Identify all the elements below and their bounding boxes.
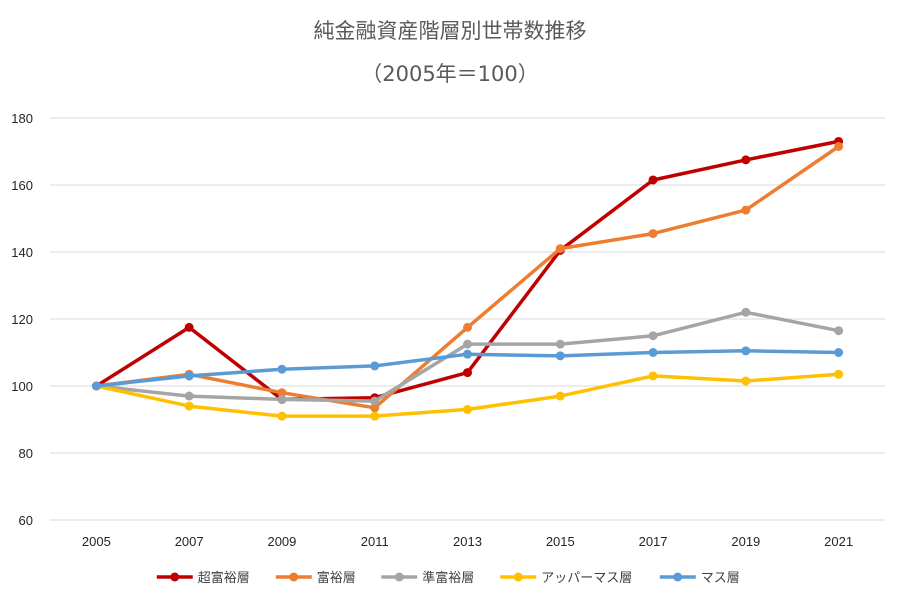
y-tick-label: 100 <box>11 379 33 394</box>
x-tick-label: 2005 <box>82 534 111 549</box>
data-point <box>463 368 472 378</box>
legend-item: 富裕層 <box>275 570 356 586</box>
legend-label: アッパーマス層 <box>541 571 632 586</box>
y-tick-label: 160 <box>11 178 33 193</box>
x-tick-label: 2015 <box>546 534 575 549</box>
legend-swatch-marker <box>513 572 523 582</box>
series-lines <box>91 136 844 421</box>
data-point <box>648 348 658 357</box>
data-point <box>741 376 751 386</box>
series-line <box>94 139 841 402</box>
x-tick-label: 2011 <box>361 534 389 549</box>
data-point <box>463 404 472 414</box>
data-point <box>370 411 380 421</box>
legend-label: マス層 <box>701 571 740 586</box>
data-point <box>555 391 565 401</box>
legend-label: 富裕層 <box>317 570 356 586</box>
data-point <box>741 346 751 356</box>
legend: 超富裕層 富裕層 準富裕層 アッパーマス層 マス層 <box>156 570 740 586</box>
data-point <box>277 388 287 398</box>
data-point <box>277 364 287 374</box>
data-point <box>555 244 565 254</box>
y-tick-label: 140 <box>11 245 33 260</box>
y-tick-label: 60 <box>19 513 33 528</box>
data-point <box>463 322 472 332</box>
legend-swatch-marker <box>170 572 180 582</box>
x-tick-label: 2021 <box>824 534 853 549</box>
data-point <box>648 331 658 341</box>
data-point <box>834 141 844 151</box>
data-point <box>741 155 751 165</box>
y-tick-label: 180 <box>11 111 33 126</box>
chart-title: 純金融資産階層別世帯数推移 <box>314 19 587 43</box>
data-point <box>184 322 194 332</box>
x-tick-label: 2007 <box>175 534 204 549</box>
legend-item: 超富裕層 <box>156 570 250 586</box>
data-point <box>555 339 565 349</box>
series-group <box>91 346 844 391</box>
x-tick-label: 2019 <box>731 534 760 549</box>
legend-item: アッパーマス層 <box>500 571 632 586</box>
data-point <box>648 229 658 239</box>
data-point <box>834 369 844 379</box>
x-axis: 2005 2007 2009 2011 2013 2015 2017 2019 2021 <box>50 519 885 549</box>
y-tick-label: 80 <box>19 446 33 461</box>
y-tick-label: 120 <box>11 312 33 327</box>
legend-swatch-marker <box>673 572 683 582</box>
data-point <box>741 205 751 215</box>
x-tick-label: 2017 <box>639 534 668 549</box>
data-point <box>277 394 287 404</box>
data-point <box>370 361 380 371</box>
chart-subtitle: （2005年＝100） <box>361 62 539 86</box>
x-tick-label: 2013 <box>453 534 482 549</box>
data-point <box>277 411 287 421</box>
data-point <box>184 401 194 411</box>
legend-swatch-marker <box>394 572 404 582</box>
data-point <box>648 175 658 185</box>
legend-label: 超富裕層 <box>198 570 250 586</box>
series-group <box>91 136 844 404</box>
data-point <box>370 403 380 413</box>
x-tick-label: 2009 <box>267 534 296 549</box>
legend-swatch-marker <box>289 572 299 582</box>
data-point <box>555 351 565 361</box>
data-point <box>184 391 194 401</box>
legend-label: 準富裕層 <box>422 570 474 586</box>
data-point <box>463 349 472 359</box>
data-point <box>834 348 844 357</box>
data-point <box>184 371 194 381</box>
data-point <box>834 326 844 336</box>
data-point <box>370 396 380 406</box>
y-axis: 60 80 100 120 140 160 180 <box>11 111 33 528</box>
data-point <box>741 307 751 317</box>
data-point <box>91 381 101 391</box>
legend-item: 準富裕層 <box>381 570 474 586</box>
data-point <box>463 339 472 349</box>
data-point <box>648 371 658 381</box>
legend-item: マス層 <box>659 571 740 586</box>
gridlines <box>50 117 885 454</box>
